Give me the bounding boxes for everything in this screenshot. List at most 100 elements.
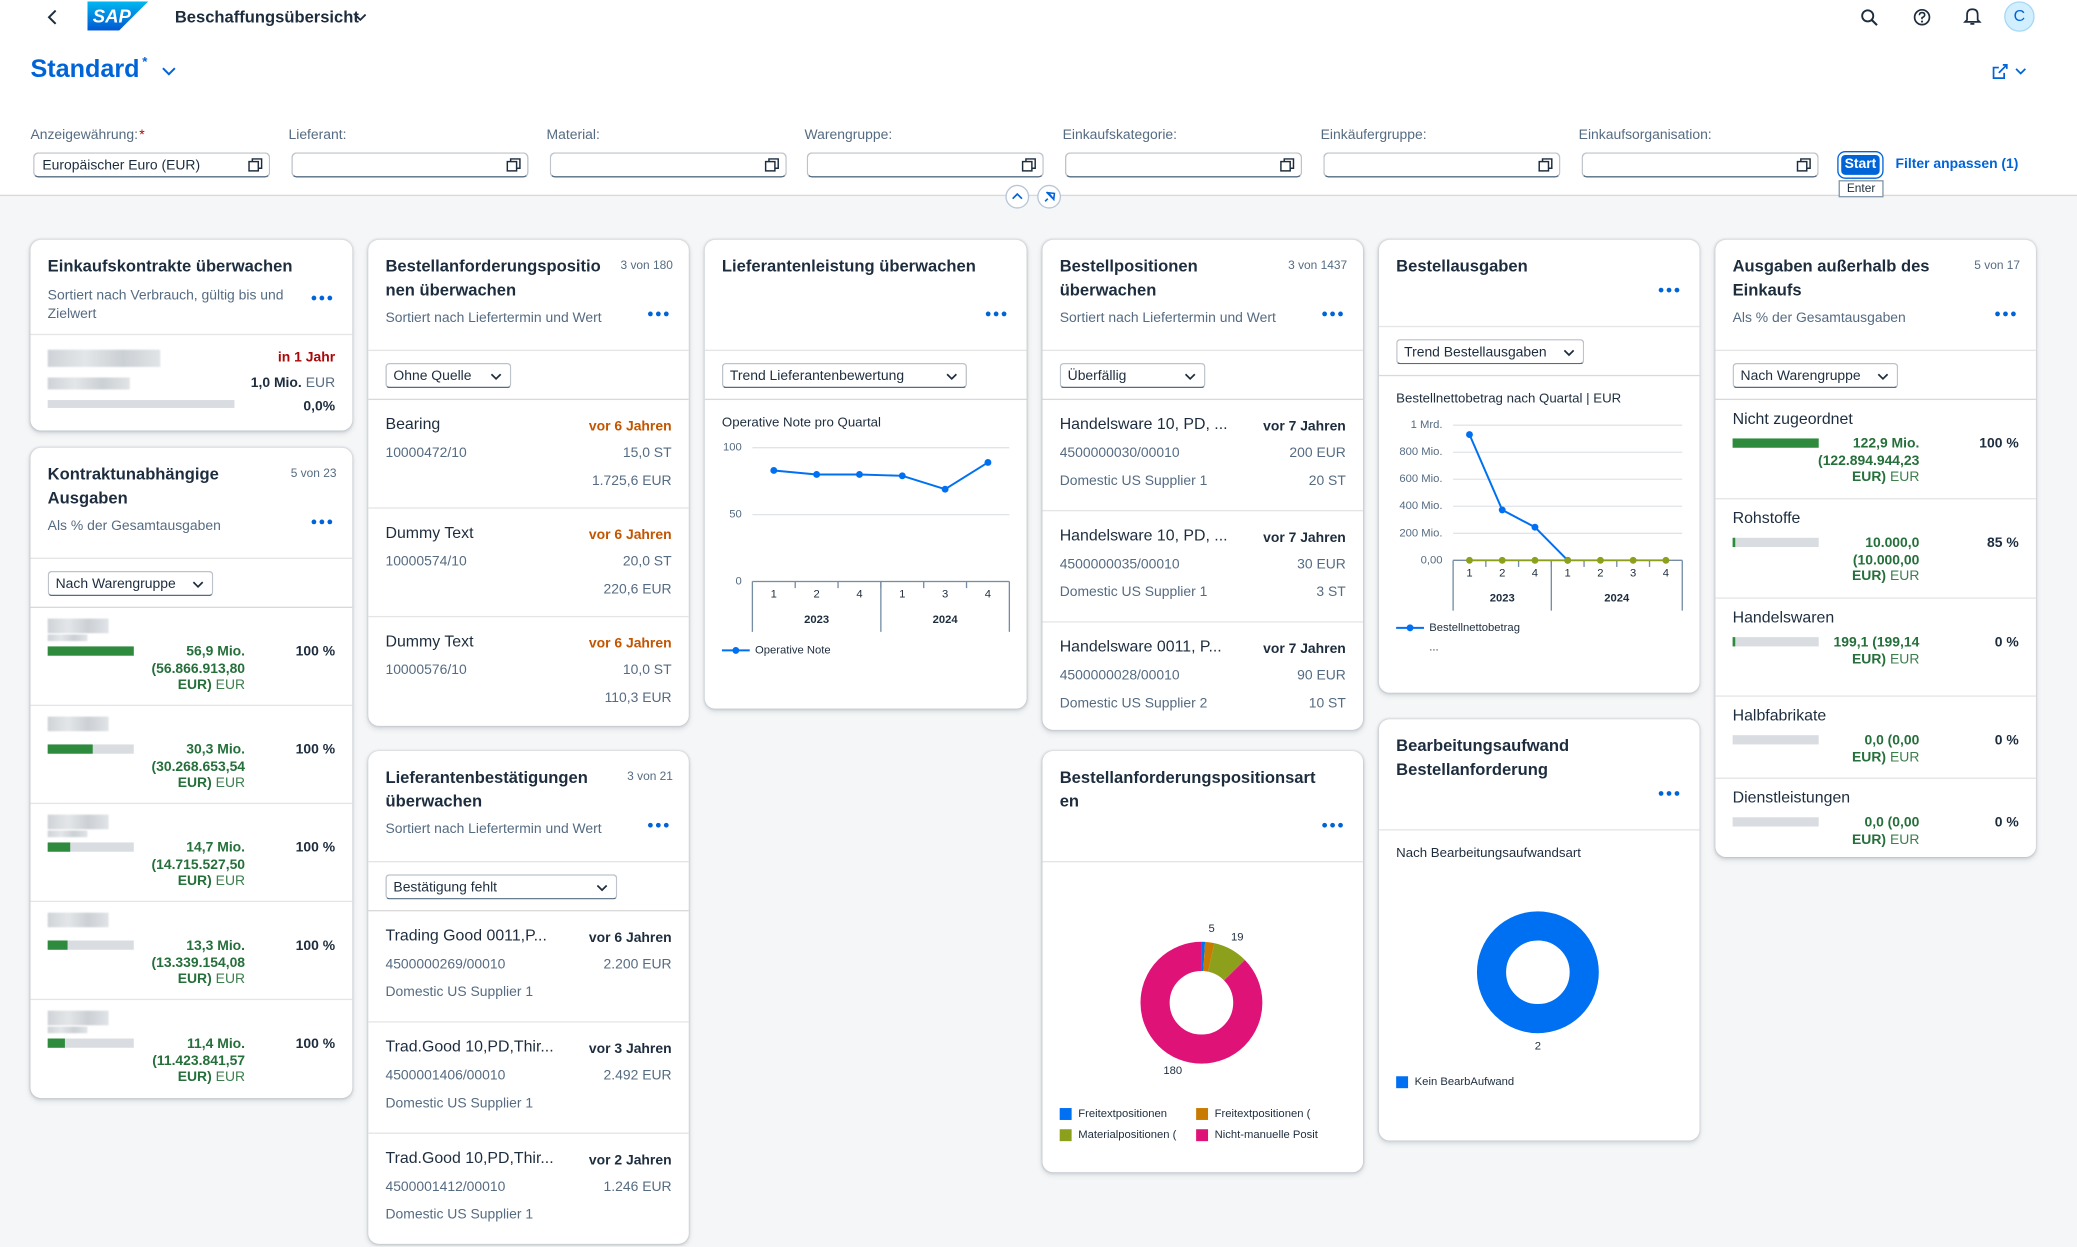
card-header[interactable]: Lieferantenleistung überwachen [704,240,1027,352]
value-help-icon[interactable] [1796,158,1812,174]
variant-name[interactable]: Standard * [30,56,147,85]
start-button[interactable]: Start [1837,151,1884,179]
card-menu[interactable] [1321,309,1345,320]
item-title[interactable]: Handelsware 10, PD, ... [1059,525,1228,545]
amount-value: 1,0 Mio. [250,374,302,391]
x-group-label: 2023 [1490,593,1515,605]
card-menu[interactable] [1321,820,1345,831]
item-title[interactable]: Handelsware 10, PD, ... [1059,414,1228,434]
value-help-icon[interactable] [506,158,522,174]
item-title[interactable]: Dummy Text [385,631,474,651]
item-title[interactable]: Trad.Good 10,PD,Thir... [385,1037,554,1056]
card-menu[interactable] [646,309,670,320]
filter-input[interactable] [291,152,529,178]
card: Lieferantenleistung überwachen Trend Lief… [704,239,1027,709]
data-point [856,471,863,478]
amount: 13,3 Mio. (13.339.154,08 EUR) EUR [139,938,245,988]
card-header[interactable]: Lieferantenbestätigungen überwachen Sorti… [368,751,689,863]
card-header[interactable]: Einkaufskontrakte überwachen Sortiert nac… [30,240,353,336]
card-menu[interactable] [310,293,334,304]
app-title[interactable]: Beschaffungsübersicht [174,7,359,27]
card-header[interactable]: Bestellausgaben [1378,240,1700,328]
card-header[interactable]: Bestellanforderungspositionen überwachen… [368,240,689,352]
value-help-icon[interactable] [764,158,780,174]
percent: 100 % [295,741,336,758]
filter-input[interactable] [807,152,1045,178]
item-title[interactable]: Dummy Text [385,523,474,542]
adapt-filters-link[interactable]: Filter anpassen (1) [1895,156,2019,173]
amount-value: 0,0 (0,00 EUR) [1852,732,1920,765]
back-button[interactable] [44,8,63,27]
item-detail: Domestic US Supplier 1 [385,984,534,1001]
item-title[interactable]: Trading Good 0011,P... [385,925,547,945]
card-menu[interactable] [646,820,670,831]
view-switch[interactable]: Ohne Quelle [385,362,512,389]
card-menu[interactable] [1994,309,2018,320]
filter-input[interactable]: Europäischer Euro (EUR) [33,152,271,178]
amount-unit: EUR [1890,468,1920,485]
filter-input[interactable] [1581,152,1819,178]
separator [368,398,689,401]
category-name: Nicht zugeordnet [1732,409,1853,428]
item-time: vor 7 Jahren [1263,641,1346,658]
card-title: Bestellpositionen überwachen [1059,256,1198,299]
card-header-text: Ausgaben außerhalb des Einkaufs Als % der… [1733,256,1958,328]
item-title[interactable]: Bearing [385,414,441,434]
separator [30,802,353,805]
card-subtitle: Sortiert nach Liefertermin und Wert [385,821,602,838]
filter-input[interactable] [1323,152,1561,178]
filter-label: Einkaufsorganisation: [1578,127,1712,144]
card-menu[interactable] [1657,285,1681,296]
card-header[interactable]: Bestellpositionen überwachen Sortiert nac… [1042,240,1364,352]
search-icon[interactable] [1860,8,1879,27]
filter-input[interactable] [1065,152,1303,178]
item-detail: Domestic US Supplier 1 [1059,472,1208,489]
avatar[interactable] [2004,1,2035,32]
item-title[interactable]: Trad.Good 10,PD,Thir... [385,1148,554,1167]
card-header[interactable]: Bestellanforderungspositionsarten [1042,751,1364,863]
card-header[interactable]: Kontraktunabhängige Ausgaben Als % der Ge… [30,448,353,559]
share-button[interactable] [1991,62,2031,81]
filter-label: Einkäufergruppe: [1320,127,1427,144]
view-switch[interactable]: Nach Warengruppe [47,570,214,597]
view-switch-value: Trend Bestellausgaben [1404,344,1547,361]
value-help-icon[interactable] [1280,158,1296,174]
view-switch-chevron [490,373,502,381]
y-tick-label: 0 [736,575,742,587]
view-switch[interactable]: Trend Bestellausgaben [1396,339,1585,365]
item-title[interactable]: Handelsware 0011, P... [1059,637,1222,656]
header-toggle[interactable] [1004,184,1062,209]
card-header[interactable]: Bearbeitungsaufwand Bestellanforderung [1378,719,1700,831]
card-header[interactable]: Ausgaben außerhalb des Einkaufs Als % der… [1715,240,2036,352]
data-label: 180 [1163,1065,1182,1077]
bar-track [47,646,134,656]
item-figure: 220,6 EUR [603,581,672,598]
item-time: vor 3 Jahren [588,1041,672,1058]
view-switch[interactable]: Bestätigung fehlt [385,874,618,900]
help-icon[interactable] [1913,8,1932,27]
item-detail: Domestic US Supplier 1 [1059,584,1208,601]
bar-track [1732,735,1819,745]
logo-text: SAP [92,5,131,27]
value-help-icon[interactable] [1538,158,1554,174]
blurred-text [47,830,88,838]
view-switch[interactable]: Nach Warengruppe [1732,362,1899,389]
card-menu[interactable] [310,517,334,528]
filter-label: Anzeigewährung:* [30,127,145,144]
value-help-icon[interactable] [1022,158,1038,174]
view-switch[interactable]: Überfällig [1059,362,1206,389]
notifications-icon[interactable] [1963,7,1982,27]
category-name: Halbfabrikate [1732,706,1827,725]
separator [368,507,689,509]
chart-title: Bestellnettobetrag nach Quartal | EUR [1396,392,1622,407]
value-help-icon[interactable] [248,158,264,174]
x-tick-label: 2 [813,589,819,601]
card-menu[interactable] [984,309,1008,320]
card-subtitle: Als % der Gesamtausgaben [47,517,221,534]
card-menu[interactable] [1657,788,1681,799]
separator [30,606,353,609]
view-switch[interactable]: Trend Lieferantenbewertung [721,362,967,389]
filter-input[interactable] [549,152,787,178]
card-count: 3 von 21 [627,769,673,783]
card-header-text: Bearbeitungsaufwand Bestellanforderung [1396,735,1654,781]
